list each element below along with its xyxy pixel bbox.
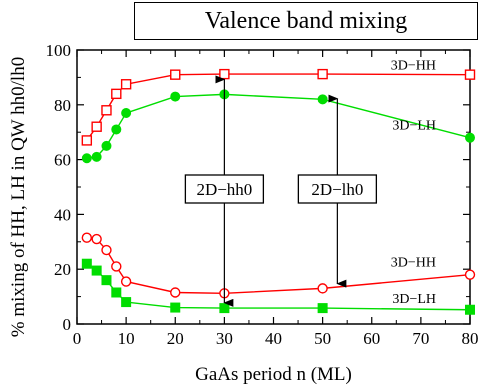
data-point: [81, 153, 92, 164]
data-point: [111, 124, 122, 135]
y-axis-label: % mixing of HH, LH in QW hh0/lh0: [8, 57, 29, 337]
data-point: [101, 105, 112, 116]
axes: [76, 49, 471, 325]
labels: 0 10 20 30 40 50 60 70 80 0 20 40 60 80 100 GaAs period…: [8, 41, 479, 385]
annotation-1: 2D−lh0: [297, 94, 378, 288]
x-tick-label: 80: [462, 329, 479, 348]
data-point: [91, 233, 102, 245]
data-point: [81, 232, 93, 243]
data-point: [111, 261, 122, 272]
annotation-box: [297, 174, 378, 204]
series-layer: [81, 68, 476, 315]
y-tick-label: 60: [54, 151, 71, 170]
data-point: [111, 88, 122, 100]
annotation-label: 2D−hh0: [196, 180, 252, 199]
x-tick-label: 40: [265, 329, 282, 348]
data-point: [111, 287, 122, 298]
plot-frame: [76, 49, 471, 325]
annotation-0: 2D−hh0: [184, 75, 265, 307]
x-axis-label: GaAs period n (ML): [195, 364, 352, 385]
series-label: 3D−HH: [391, 59, 436, 74]
y-tick-label: 100: [46, 41, 72, 60]
data-point: [120, 79, 132, 90]
data-point: [120, 276, 132, 287]
series-hh0-0: [81, 68, 476, 146]
data-point: [219, 68, 230, 80]
series-lh0-2: [81, 232, 476, 299]
series-label: 3D−LH: [392, 292, 436, 307]
x-tick-label: 0: [73, 329, 82, 348]
annotation-box: [184, 174, 265, 204]
series-label: 3D−HH: [391, 256, 436, 271]
data-point: [317, 303, 328, 314]
data-point: [219, 303, 230, 314]
data-point: [465, 132, 475, 143]
y-tick-label: 0: [63, 315, 72, 334]
x-tick-label: 20: [167, 329, 184, 348]
series-label: 3D−LH: [392, 119, 436, 134]
data-point: [464, 69, 476, 80]
data-point: [170, 91, 181, 102]
y-tick-label: 80: [54, 96, 71, 115]
data-point: [121, 108, 132, 119]
data-point: [101, 275, 112, 286]
x-tick-label: 70: [412, 329, 429, 348]
annotations: 2D−hh0 2D−lh0: [184, 75, 378, 307]
annotation-label: 2D−lh0: [311, 180, 363, 199]
series-lh0-1: [81, 89, 475, 164]
data-point: [464, 269, 476, 280]
data-point: [317, 283, 328, 294]
data-point: [170, 302, 181, 313]
chart-title: Valence band mixing: [134, 2, 478, 40]
x-tick-label: 50: [314, 329, 331, 348]
data-point: [91, 151, 102, 162]
y-tick-label: 40: [54, 205, 71, 224]
data-point: [81, 258, 92, 269]
data-point: [317, 94, 328, 105]
data-point: [317, 68, 328, 80]
data-point: [170, 69, 181, 80]
data-point: [121, 297, 132, 308]
data-point: [465, 304, 475, 315]
x-tick-label: 30: [216, 329, 233, 348]
data-point: [170, 287, 181, 298]
y-tick-label: 20: [54, 260, 71, 279]
data-point: [81, 135, 93, 146]
x-tick-label: 60: [363, 329, 380, 348]
data-point: [91, 265, 102, 276]
data-point: [101, 140, 112, 151]
data-point: [101, 244, 112, 256]
x-tick-label: 10: [118, 329, 135, 348]
series-hh0-3: [81, 258, 475, 315]
data-point: [91, 121, 102, 132]
